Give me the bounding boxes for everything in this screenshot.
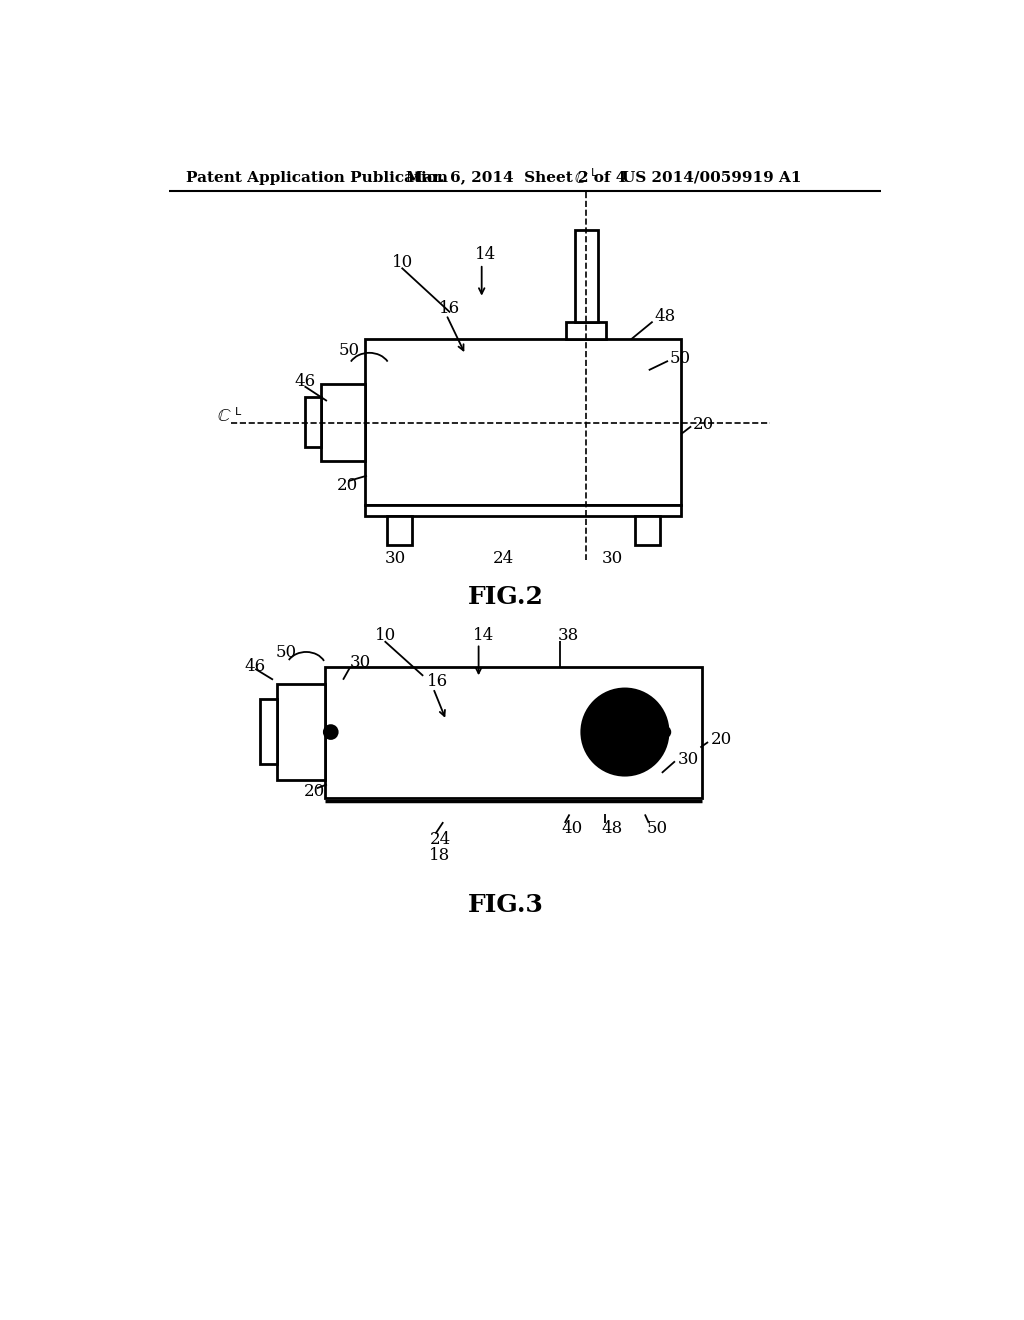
Text: 50: 50 [646, 820, 668, 837]
Text: 18: 18 [429, 846, 451, 863]
Text: 48: 48 [602, 820, 623, 837]
Text: 30: 30 [385, 550, 406, 568]
Text: 10: 10 [376, 627, 396, 644]
Text: $\mathbb{C}$: $\mathbb{C}$ [574, 169, 589, 186]
Bar [387, 516, 412, 545]
Text: L: L [591, 168, 597, 178]
Bar [366, 506, 681, 516]
Text: 16: 16 [438, 300, 460, 317]
Text: 20: 20 [304, 783, 325, 800]
Text: 20: 20 [711, 731, 731, 748]
Text: 30: 30 [350, 655, 372, 672]
Bar [366, 339, 681, 506]
Circle shape [582, 689, 668, 775]
Text: 50: 50 [670, 350, 690, 367]
Bar [325, 667, 701, 797]
Text: $\mathbb{C}$: $\mathbb{C}$ [217, 408, 231, 425]
Circle shape [659, 726, 671, 738]
Text: 50: 50 [339, 342, 359, 359]
Text: 20: 20 [337, 477, 358, 494]
Text: 30: 30 [602, 550, 623, 568]
Text: 16: 16 [427, 673, 449, 690]
Circle shape [603, 710, 646, 754]
Text: 38: 38 [558, 627, 580, 644]
Bar [260, 700, 276, 764]
Circle shape [593, 700, 657, 764]
Text: 30: 30 [677, 751, 698, 767]
Text: 24: 24 [493, 550, 514, 568]
Text: 40: 40 [562, 820, 583, 837]
Bar [574, 230, 598, 322]
Text: Mar. 6, 2014  Sheet 2 of 4: Mar. 6, 2014 Sheet 2 of 4 [407, 170, 627, 185]
Text: Patent Application Publication: Patent Application Publication [186, 170, 449, 185]
Text: 50: 50 [275, 644, 296, 661]
Bar [321, 384, 366, 461]
Text: FIG.3: FIG.3 [468, 894, 544, 917]
Text: 24: 24 [429, 832, 451, 849]
Text: 48: 48 [654, 308, 676, 325]
Circle shape [324, 725, 338, 739]
Bar [566, 322, 606, 339]
Text: 14: 14 [475, 246, 496, 263]
Text: US 2014/0059919 A1: US 2014/0059919 A1 [622, 170, 802, 185]
Text: FIG.2: FIG.2 [468, 585, 544, 610]
Text: 14: 14 [473, 627, 495, 644]
Text: 46: 46 [295, 374, 315, 391]
Text: 10: 10 [392, 253, 414, 271]
Bar [635, 516, 659, 545]
Text: 46: 46 [245, 659, 265, 675]
Bar [276, 684, 325, 780]
Bar [305, 397, 321, 447]
Text: L: L [236, 407, 242, 417]
Text: 20: 20 [692, 416, 714, 433]
